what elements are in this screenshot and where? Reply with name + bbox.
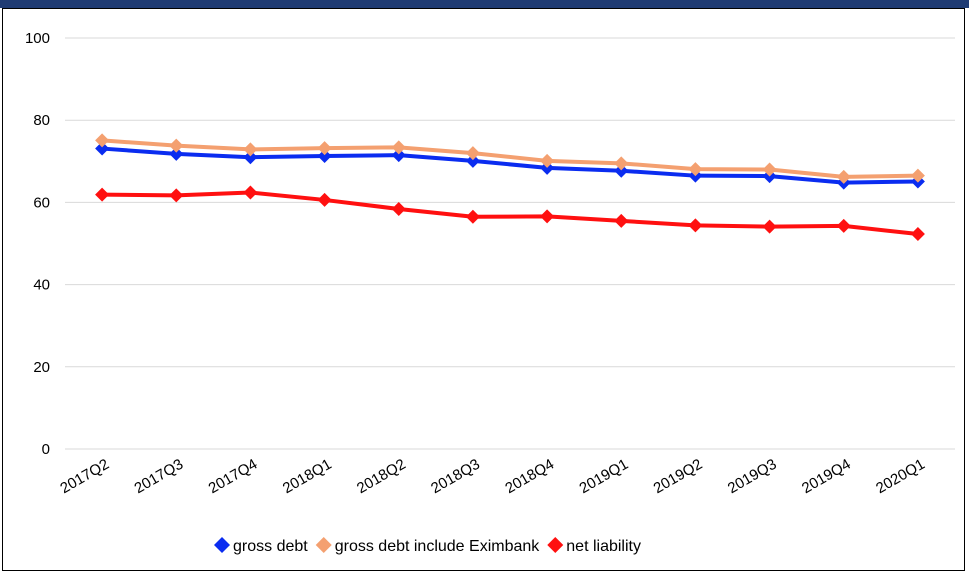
data-point-marker: [762, 162, 777, 177]
data-point-marker: [688, 218, 703, 233]
data-point-marker: [688, 162, 703, 177]
y-tick-label: 80: [33, 112, 50, 129]
data-point-marker: [169, 188, 184, 203]
data-point-marker: [614, 163, 629, 178]
series-line: [102, 190, 919, 237]
x-tick-label: 2017Q2: [57, 456, 112, 497]
x-tick-label: 2020Q1: [873, 456, 928, 497]
data-point-marker: [465, 153, 480, 168]
data-point-marker: [391, 201, 406, 216]
data-point-marker: [243, 142, 258, 157]
data-point-marker: [317, 141, 332, 156]
data-point-marker: [95, 141, 110, 156]
data-point-marker: [243, 150, 258, 165]
x-tick-label: 2018Q3: [428, 456, 483, 497]
y-axis-ticks: 0 20 40 60 80 100: [25, 30, 50, 458]
series-1: [95, 133, 925, 184]
y-tick-label: 20: [33, 359, 50, 376]
series-2: [95, 185, 925, 242]
y-tick-label: 40: [33, 277, 50, 294]
legend-label: gross debt: [233, 538, 308, 555]
data-point-marker: [910, 168, 925, 183]
data-point-marker: [540, 209, 555, 224]
x-axis-ticks: 2017Q2 2017Q3 2017Q4 2018Q1 2018Q2 2018Q3 2018…: [57, 456, 928, 497]
data-point-marker: [391, 148, 406, 163]
legend-label: gross debt include Eximbank: [335, 538, 541, 555]
series-line: [101, 146, 918, 185]
series-line: [101, 138, 918, 179]
chart-panel: [2, 8, 965, 571]
x-tick-label: 2017Q3: [132, 456, 187, 497]
y-tick-label: 100: [25, 30, 50, 47]
x-tick-label: 2018Q1: [280, 456, 335, 497]
x-tick-label: 2018Q4: [502, 456, 557, 497]
x-tick-label: 2019Q1: [577, 456, 632, 497]
data-point-marker: [95, 187, 110, 202]
gridlines: [65, 37, 955, 450]
data-point-marker: [317, 148, 332, 163]
legend: gross debt gross debt include Eximbank net…: [214, 537, 641, 555]
data-point-marker: [169, 146, 184, 161]
top-border-bar: [0, 0, 969, 8]
y-tick-label: 0: [42, 441, 50, 458]
legend-label: net liability: [566, 538, 641, 555]
data-point-marker: [614, 156, 629, 171]
data-point-marker: [465, 209, 480, 224]
data-point-marker: [169, 138, 184, 153]
series-lines: [95, 133, 925, 242]
data-point-marker: [243, 185, 258, 200]
legend-marker-icon: [214, 537, 230, 553]
data-point-marker: [614, 213, 629, 228]
series-0: [95, 141, 925, 190]
x-tick-label: 2019Q4: [799, 456, 854, 497]
data-point-marker: [465, 146, 480, 161]
x-tick-label: 2019Q2: [651, 456, 706, 497]
x-tick-label: 2018Q2: [354, 456, 409, 497]
x-tick-label: 2019Q3: [725, 456, 780, 497]
legend-marker-icon: [547, 537, 564, 553]
data-point-marker: [540, 153, 555, 168]
data-point-marker: [762, 219, 777, 234]
data-point-marker: [836, 169, 851, 184]
y-tick-label: 60: [33, 194, 50, 211]
x-tick-label: 2017Q4: [206, 456, 261, 497]
data-point-marker: [391, 140, 406, 155]
data-point-marker: [836, 218, 851, 233]
data-point-marker: [95, 133, 110, 148]
data-point-marker: [910, 227, 925, 242]
legend-marker-icon: [315, 537, 332, 553]
data-point-marker: [317, 192, 332, 207]
